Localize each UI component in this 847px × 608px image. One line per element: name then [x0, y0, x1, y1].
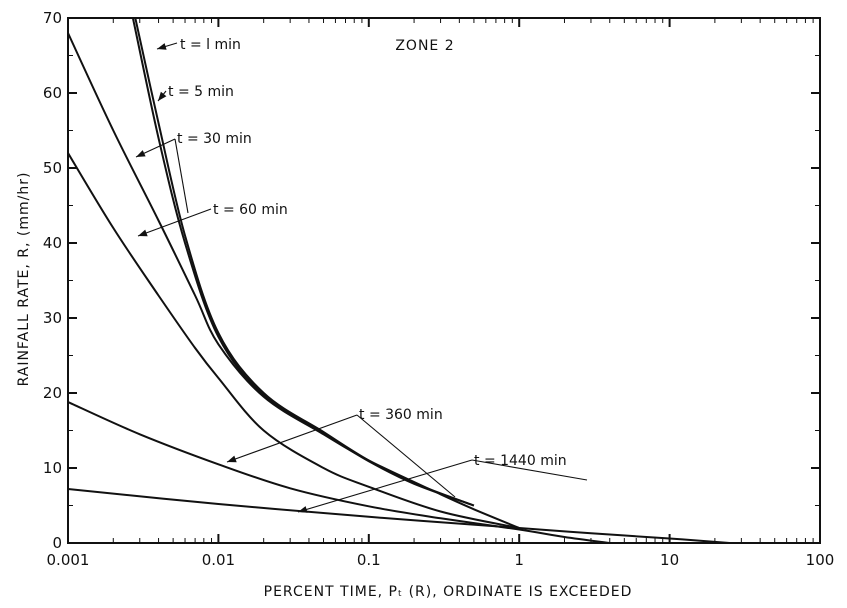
x-tick-label: 100 [806, 551, 835, 569]
x-tick-label: 10 [660, 551, 679, 569]
x-tick-label: 1 [514, 551, 524, 569]
annotation-leader [137, 208, 212, 237]
annotation-label: t = 30 min [177, 131, 252, 147]
y-tick-label: 60 [43, 84, 62, 102]
chart-title: ZONE 2 [395, 38, 454, 54]
annotation-arrowhead [227, 455, 237, 463]
series-line-2 [68, 32, 520, 529]
annotation-arrowhead [157, 43, 167, 50]
annotation-label: t = 60 min [213, 202, 288, 218]
series-line-3 [68, 152, 520, 529]
annotation-leader [471, 459, 588, 481]
annotation-arrowhead [298, 506, 308, 513]
y-tick-label: 50 [43, 159, 62, 177]
annotation-label: t = 1440 min [474, 453, 567, 469]
annotations: t = l min t = 5 min t = 30 min t = 60 min t … [135, 37, 588, 513]
series-line-4 [68, 401, 610, 543]
y-tick-label: 10 [43, 459, 62, 477]
axes: 0.001 0.01 0.1 1 10 100 0 10 20 30 40 50 60 70 [43, 9, 834, 569]
series-line-1 [131, 18, 475, 507]
curves [68, 18, 730, 543]
x-axis-label: PERCENT TIME, Pₜ (R), ORDINATE IS EXCEED… [264, 584, 633, 600]
annotation-leader [356, 414, 456, 498]
annotation-arrowhead [158, 91, 167, 101]
annotation-leader [226, 414, 358, 463]
annotation-label: t = 360 min [359, 407, 443, 423]
annotation-label: t = 5 min [168, 84, 234, 100]
y-tick-label: 70 [43, 9, 62, 27]
annotation-leader [297, 459, 473, 513]
y-axis-label: RAINFALL RATE, R, (mm/hr) [16, 172, 32, 387]
x-tick-label: 0.001 [47, 551, 90, 569]
y-tick-label: 40 [43, 234, 62, 252]
annotation-arrowhead [136, 150, 146, 157]
annotation-label: t = l min [180, 37, 241, 53]
y-tick-label: 0 [52, 534, 62, 552]
y-tick-label: 30 [43, 309, 62, 327]
series-line-5 [68, 488, 730, 543]
annotation-leader [174, 138, 189, 214]
x-tick-label: 0.1 [357, 551, 381, 569]
y-tick-label: 20 [43, 384, 62, 402]
x-tick-label: 0.01 [202, 551, 235, 569]
annotation-arrowhead [138, 229, 148, 237]
